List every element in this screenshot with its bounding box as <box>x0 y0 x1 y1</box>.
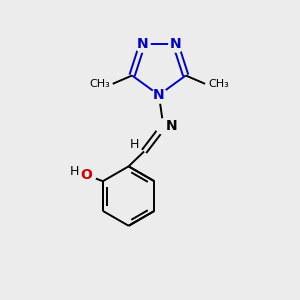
Text: N: N <box>153 88 165 102</box>
Text: N: N <box>166 119 178 133</box>
Text: O: O <box>81 168 92 182</box>
Text: H: H <box>69 165 79 178</box>
Text: N: N <box>136 37 148 51</box>
Text: CH₃: CH₃ <box>89 80 110 89</box>
Text: CH₃: CH₃ <box>208 80 229 89</box>
Text: H: H <box>130 138 139 152</box>
Text: N: N <box>170 37 181 51</box>
